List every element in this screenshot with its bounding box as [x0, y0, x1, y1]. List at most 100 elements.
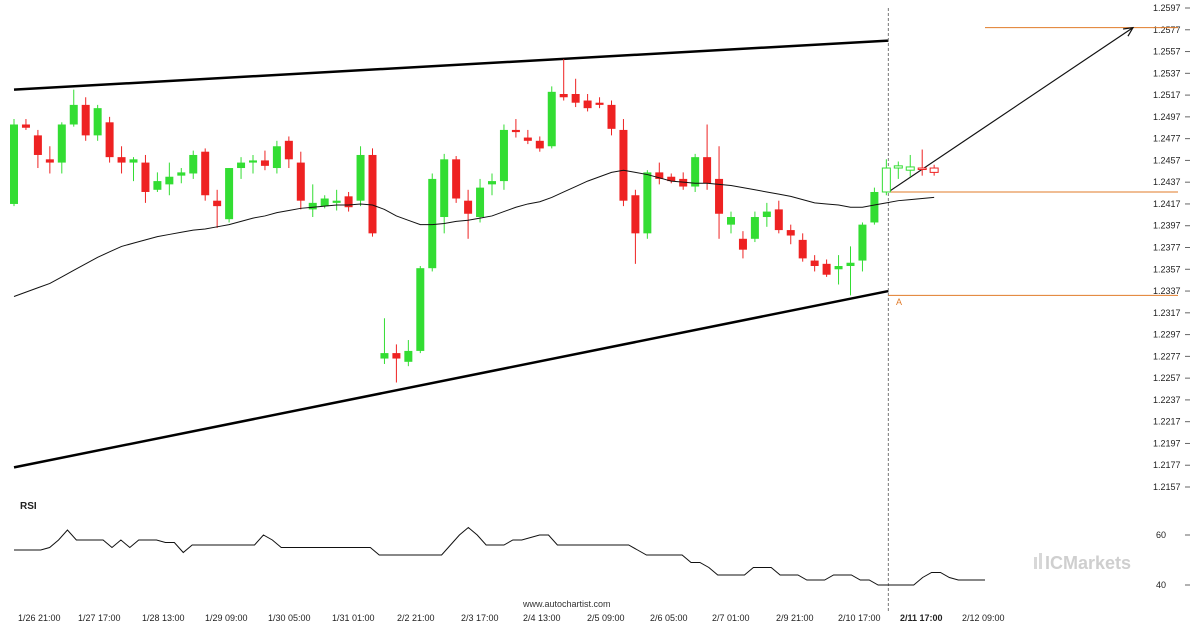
candle-body: [858, 224, 867, 261]
candle-body: [523, 137, 532, 141]
candle-body: [881, 167, 891, 193]
x-tick-label: 2/4 13:00: [523, 613, 561, 623]
candle-body: [284, 140, 293, 160]
pattern-label: A: [896, 297, 902, 307]
y-tick-label: 1.2457: [1153, 155, 1181, 165]
candle-body: [559, 94, 568, 98]
candle-body: [81, 104, 90, 136]
x-tick-label: 2/3 17:00: [461, 613, 499, 623]
candle-body: [69, 104, 78, 125]
y-tick-label: 1.2477: [1153, 134, 1181, 144]
brand-logo: ICMarkets: [1045, 553, 1131, 573]
candle-body: [380, 353, 389, 359]
candle-body: [655, 172, 664, 179]
x-tick-label: 1/29 09:00: [205, 613, 248, 623]
candle-body: [201, 151, 210, 196]
candle-body: [870, 191, 879, 223]
candle-body: [499, 129, 508, 182]
moving-average-line: [13, 169, 935, 297]
candle-body: [774, 209, 783, 231]
candle-body: [464, 200, 473, 214]
candle-body: [667, 176, 676, 182]
candle-body: [416, 268, 425, 351]
y-tick-label: 1.2497: [1153, 112, 1181, 122]
candle-body: [810, 260, 819, 267]
candle-body: [237, 162, 246, 169]
y-tick-label: 1.2297: [1153, 330, 1181, 340]
candle-body: [476, 187, 485, 218]
forecast-arrow-head: [1123, 26, 1135, 37]
candle-body: [21, 124, 30, 128]
candle-body: [308, 202, 317, 210]
x-tick-label: 1/26 21:00: [18, 613, 61, 623]
candle-body: [332, 200, 341, 203]
x-tick-label: 1/31 01:00: [332, 613, 375, 623]
x-tick-label: 1/28 13:00: [142, 613, 185, 623]
candle-body: [93, 108, 102, 136]
candle-body: [631, 195, 640, 234]
y-tick-label: 1.2317: [1153, 308, 1181, 318]
candle-body: [428, 178, 437, 269]
candle-body: [738, 238, 747, 250]
y-tick-label: 1.2277: [1153, 351, 1181, 361]
brand-logo-bar: [1034, 557, 1037, 569]
rsi-tick-label: 60: [1156, 530, 1166, 540]
y-tick-label: 1.2257: [1153, 373, 1181, 383]
candle-body: [535, 140, 544, 149]
candle-body: [727, 217, 735, 225]
y-tick-label: 1.2217: [1153, 417, 1181, 427]
candle-body: [189, 154, 198, 174]
x-tick-label: 1/27 17:00: [78, 613, 121, 623]
candle-body: [105, 122, 114, 158]
y-tick-label: 1.2417: [1153, 199, 1181, 209]
candle-body: [153, 181, 162, 190]
y-tick-label: 1.2377: [1153, 243, 1181, 253]
x-tick-label: 2/7 01:00: [712, 613, 750, 623]
x-tick-label: 2/11 17:00: [900, 613, 943, 623]
candle-body: [368, 154, 377, 234]
candle-body: [762, 211, 771, 218]
candle-body: [488, 181, 496, 185]
candle-body: [33, 135, 42, 155]
candle-body: [583, 100, 592, 109]
y-tick-label: 1.2237: [1153, 395, 1181, 405]
candle-body: [786, 230, 795, 236]
candle-body: [715, 178, 724, 214]
watermark: www.autochartist.com: [522, 599, 611, 609]
candle-body: [452, 159, 461, 199]
y-tick-label: 1.2537: [1153, 68, 1181, 78]
y-tick-label: 1.2597: [1153, 3, 1181, 13]
candle-body: [225, 168, 234, 220]
x-tick-label: 2/12 09:00: [962, 613, 1005, 623]
candle-body: [260, 160, 269, 166]
candle-body: [691, 157, 700, 187]
x-tick-label: 2/6 05:00: [650, 613, 688, 623]
brand-logo-bar: [1039, 553, 1042, 569]
candle-body: [117, 157, 126, 163]
candle-body: [45, 159, 54, 163]
candle-body: [929, 167, 939, 173]
candle-body: [822, 263, 831, 275]
y-tick-label: 1.2517: [1153, 90, 1181, 100]
forecast-arrow-line: [888, 27, 1134, 193]
x-tick-label: 2/9 21:00: [776, 613, 814, 623]
candle-body: [404, 350, 413, 362]
candle-body: [141, 162, 150, 192]
candle-body: [750, 217, 759, 239]
rsi-title: RSI: [20, 501, 37, 512]
candle-body: [272, 146, 281, 169]
candle-body: [356, 154, 365, 201]
candle-body: [893, 165, 903, 169]
x-tick-label: 1/30 05:00: [268, 613, 311, 623]
y-tick-label: 1.2157: [1153, 482, 1181, 492]
candle-body: [10, 124, 18, 204]
candle-body: [165, 176, 174, 185]
y-tick-label: 1.2357: [1153, 264, 1181, 274]
rsi-line: [14, 526, 985, 586]
candle-body: [607, 104, 616, 129]
candle-body: [320, 198, 329, 207]
pattern-upper-line: [13, 39, 889, 91]
candle-body: [679, 178, 688, 187]
rsi-tick-label: 40: [1156, 580, 1166, 590]
